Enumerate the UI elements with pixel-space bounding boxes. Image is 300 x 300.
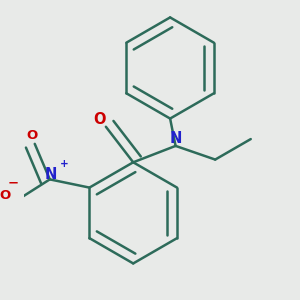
Text: +: + [60, 159, 68, 170]
Text: N: N [169, 131, 182, 146]
Text: −: − [7, 177, 18, 190]
Text: O: O [93, 112, 105, 128]
Text: O: O [0, 189, 10, 202]
Text: N: N [45, 167, 57, 182]
Text: O: O [26, 129, 38, 142]
